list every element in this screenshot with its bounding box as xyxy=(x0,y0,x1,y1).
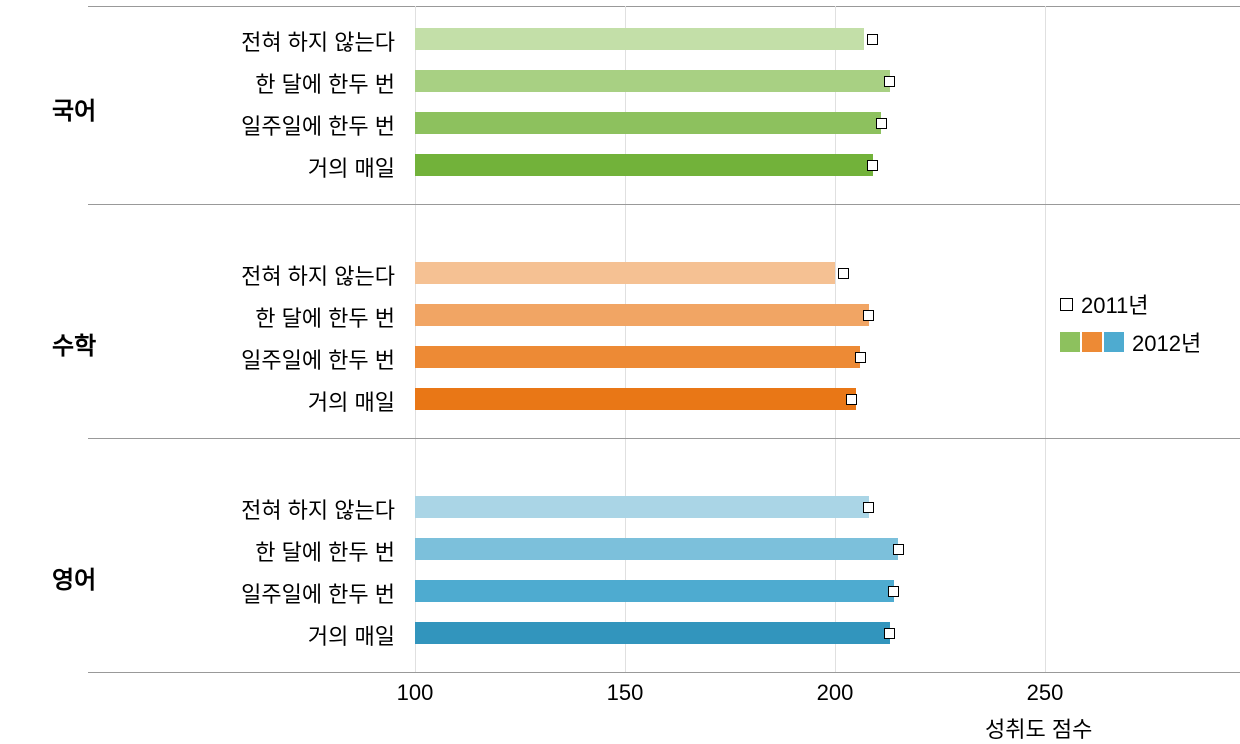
bar-2012 xyxy=(415,388,856,410)
subject-label: 국어 xyxy=(52,91,132,126)
frequency-label: 일주일에 한두 번 xyxy=(195,577,395,609)
section-line xyxy=(88,438,1240,439)
legend-swatch-icon xyxy=(1060,332,1080,352)
bar-2012 xyxy=(415,346,860,368)
gridline xyxy=(625,6,626,672)
frequency-label: 한 달에 한두 번 xyxy=(195,535,395,567)
frequency-label: 거의 매일 xyxy=(195,619,395,651)
x-tick-label: 150 xyxy=(595,680,655,706)
subject-label: 수학 xyxy=(52,326,132,361)
frequency-label: 전혀 하지 않는다 xyxy=(195,259,395,291)
marker-2011 xyxy=(867,160,878,171)
marker-2011 xyxy=(884,76,895,87)
legend: 2011년 2012년 xyxy=(1060,288,1201,364)
marker-2011 xyxy=(893,544,904,555)
bar-2012 xyxy=(415,28,864,50)
gridline xyxy=(415,6,416,672)
gridline xyxy=(835,6,836,672)
subject-label: 영어 xyxy=(52,560,132,595)
section-line xyxy=(88,672,1240,673)
section-line xyxy=(88,204,1240,205)
bar-2012 xyxy=(415,580,894,602)
bar-2012 xyxy=(415,112,881,134)
frequency-label: 일주일에 한두 번 xyxy=(195,343,395,375)
marker-2011 xyxy=(838,268,849,279)
legend-marker-icon xyxy=(1060,298,1073,311)
frequency-label: 한 달에 한두 번 xyxy=(195,67,395,99)
legend-swatch-icon xyxy=(1082,332,1102,352)
bar-2012 xyxy=(415,496,869,518)
bar-2012 xyxy=(415,154,873,176)
marker-2011 xyxy=(855,352,866,363)
bar-2012 xyxy=(415,70,890,92)
bar-2012 xyxy=(415,538,898,560)
legend-swatch-icon xyxy=(1104,332,1124,352)
frequency-label: 한 달에 한두 번 xyxy=(195,301,395,333)
x-axis-title: 성취도 점수 xyxy=(985,712,1092,744)
marker-2011 xyxy=(867,34,878,45)
frequency-label: 전혀 하지 않는다 xyxy=(195,25,395,57)
bar-2012 xyxy=(415,304,869,326)
achievement-chart: 국어전혀 하지 않는다한 달에 한두 번일주일에 한두 번거의 매일수학전혀 하… xyxy=(0,6,1240,733)
marker-2011 xyxy=(863,310,874,321)
x-tick-label: 100 xyxy=(385,680,445,706)
bar-2012 xyxy=(415,622,890,644)
frequency-label: 전혀 하지 않는다 xyxy=(195,493,395,525)
bar-2012 xyxy=(415,262,835,284)
marker-2011 xyxy=(863,502,874,513)
marker-2011 xyxy=(884,628,895,639)
legend-swatches xyxy=(1060,332,1124,352)
x-tick-label: 200 xyxy=(805,680,865,706)
marker-2011 xyxy=(876,118,887,129)
legend-label-2012: 2012년 xyxy=(1132,326,1201,358)
frequency-label: 거의 매일 xyxy=(195,151,395,183)
marker-2011 xyxy=(846,394,857,405)
frequency-label: 거의 매일 xyxy=(195,385,395,417)
gridline xyxy=(1045,6,1046,672)
section-line xyxy=(88,6,1240,7)
marker-2011 xyxy=(888,586,899,597)
frequency-label: 일주일에 한두 번 xyxy=(195,109,395,141)
legend-label-2011: 2011년 xyxy=(1081,288,1149,320)
legend-row-2012: 2012년 xyxy=(1060,326,1201,358)
legend-row-2011: 2011년 xyxy=(1060,288,1201,320)
x-tick-label: 250 xyxy=(1015,680,1075,706)
